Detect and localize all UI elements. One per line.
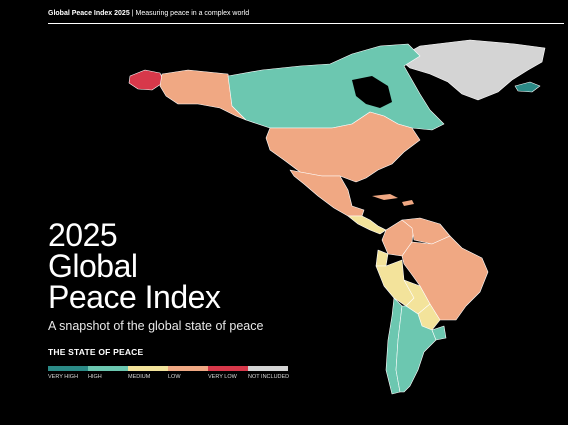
region-brazil[interactable]: [401, 235, 489, 321]
legend-labels: VERY HIGH HIGH MEDIUM LOW VERY LOW NOT I…: [48, 374, 308, 382]
region-canada[interactable]: [227, 43, 445, 131]
title-line-3: Peace Index: [48, 279, 221, 315]
region-central-america[interactable]: [347, 215, 387, 235]
legend-bar: [48, 366, 288, 371]
region-chukotka[interactable]: [128, 69, 165, 91]
legend-label-high: HIGH: [88, 374, 102, 380]
legend-swatch-not-included: [248, 366, 288, 371]
legend-label-not-included: NOT INCLUDED: [248, 374, 290, 380]
region-iceland[interactable]: [514, 81, 541, 93]
region-uruguay[interactable]: [431, 325, 447, 341]
legend-label-low: LOW: [168, 374, 181, 380]
report-header: Global Peace Index 2025 | Measuring peace …: [48, 10, 564, 24]
region-caribbean: [372, 194, 414, 206]
legend-swatch-medium: [128, 366, 168, 371]
region-argentina[interactable]: [395, 305, 437, 393]
legend-swatch-very-high: [48, 366, 88, 371]
header-rule: [48, 23, 564, 24]
legend-swatch-low: [168, 366, 208, 371]
subtitle: A snapshot of the global state of peace: [48, 319, 264, 333]
region-greenland[interactable]: [397, 39, 546, 101]
legend-swatch-high: [88, 366, 128, 371]
report-title: Global Peace Index 2025: [48, 10, 130, 17]
region-alaska[interactable]: [159, 69, 247, 121]
title-line-2: Global: [48, 248, 138, 284]
title-line-1: 2025: [48, 217, 118, 253]
legend-swatch-very-low: [208, 366, 248, 371]
legend-label-very-low: VERY LOW: [208, 374, 237, 380]
legend-label-very-high: VERY HIGH: [48, 374, 79, 380]
title-block: 2025 Global Peace Index A snapshot of th…: [48, 217, 264, 333]
report-tagline: Measuring peace in a complex world: [135, 10, 250, 17]
legend-label-medium: MEDIUM: [128, 374, 151, 380]
region-mexico[interactable]: [289, 169, 365, 217]
hudson-bay: [352, 76, 392, 108]
legend-title: THE STATE OF PEACE: [48, 347, 144, 357]
region-ecuador[interactable]: [375, 249, 389, 267]
header-separator: |: [131, 10, 134, 17]
region-united-states[interactable]: [265, 111, 421, 183]
